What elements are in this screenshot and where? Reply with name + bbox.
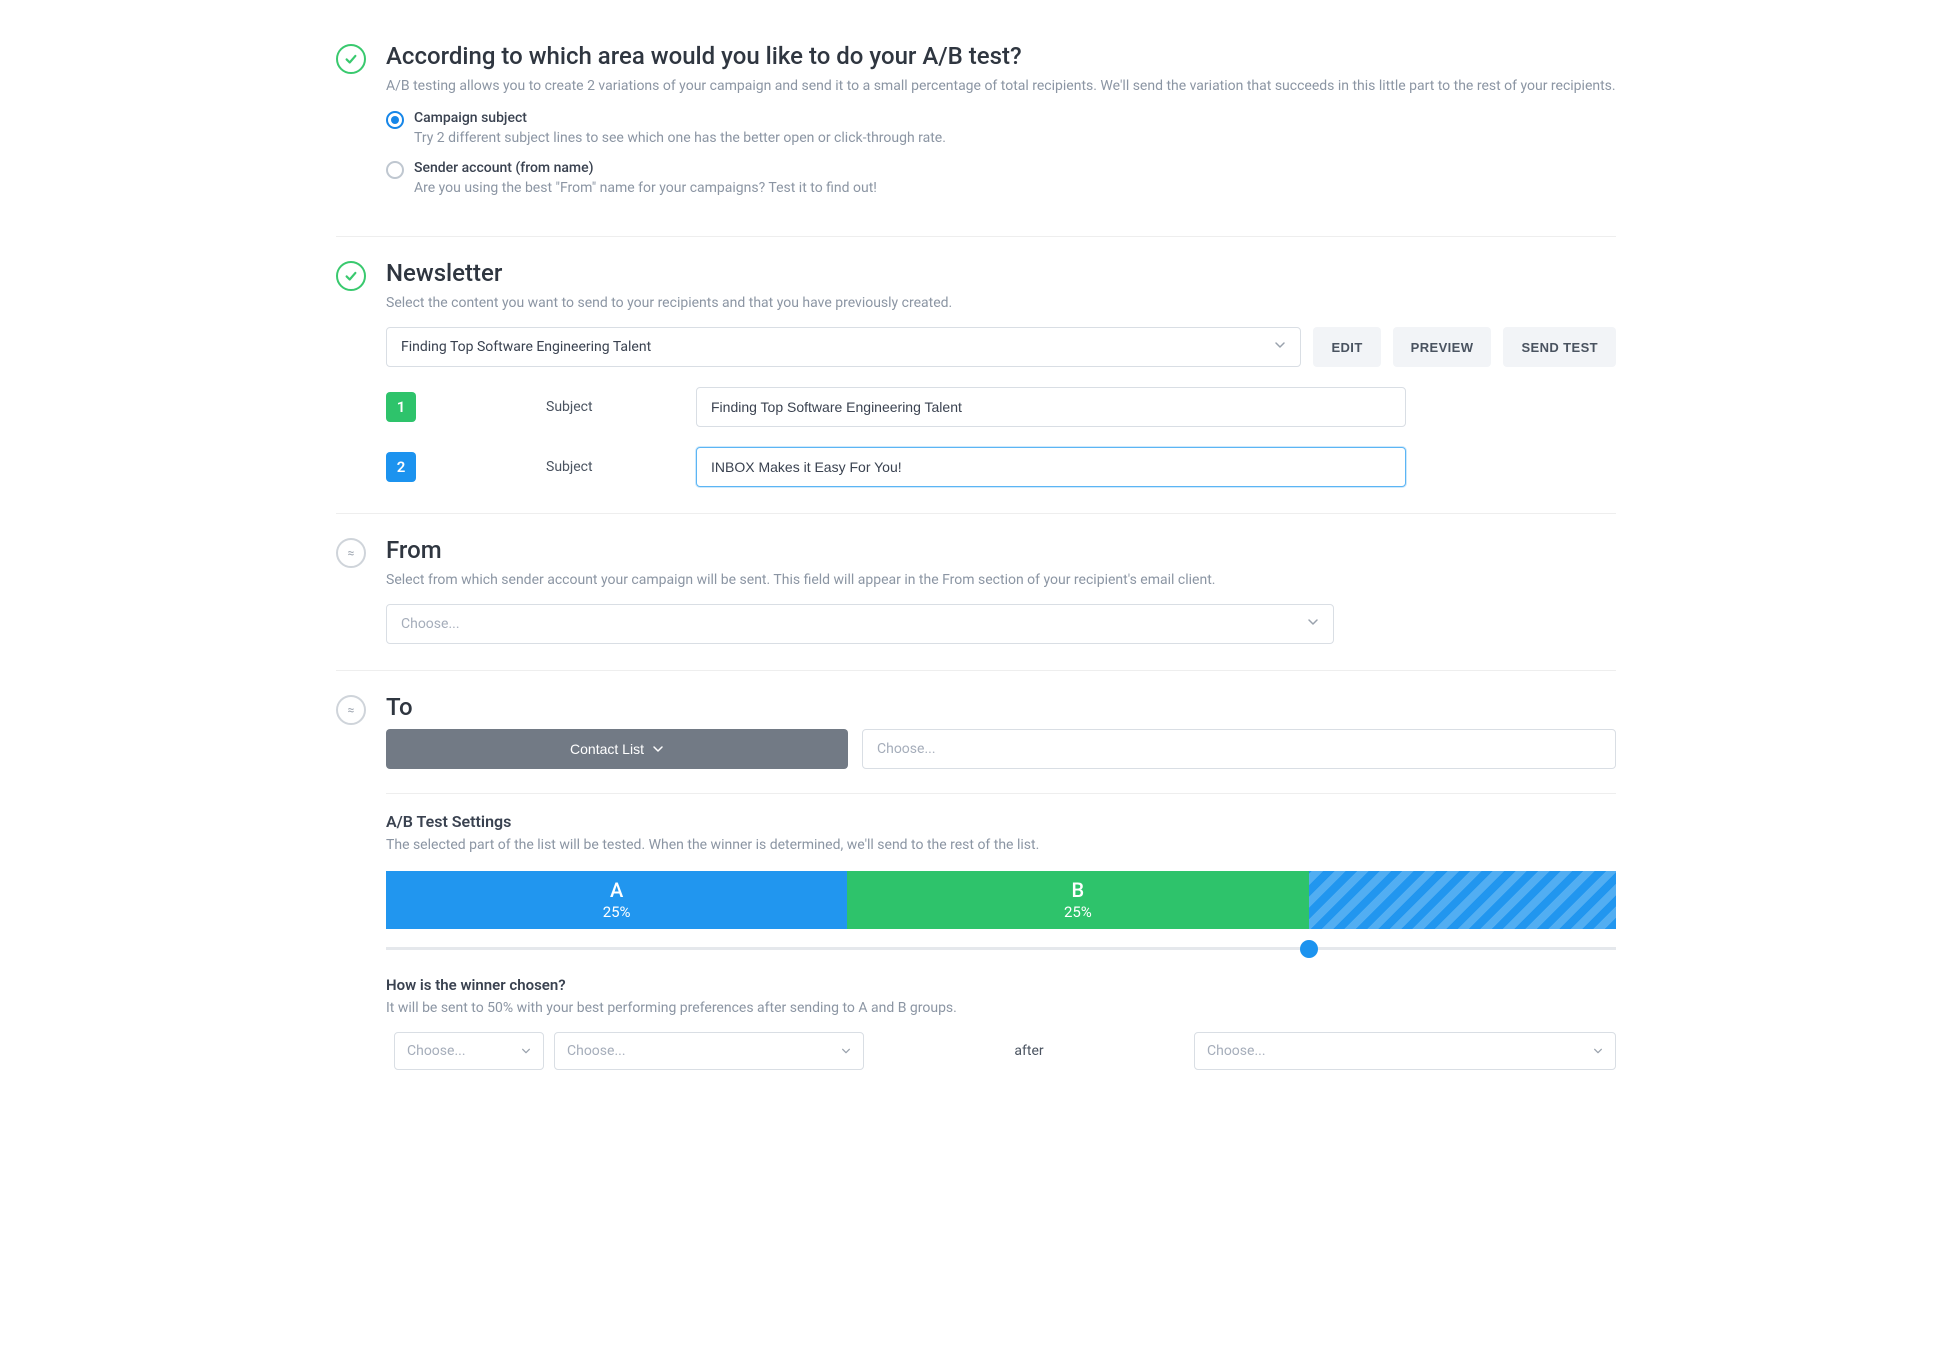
- section-from: ≈ From Select from which sender account …: [336, 514, 1616, 671]
- pending-icon: ≈: [336, 695, 366, 725]
- step-status-icon: ≈: [336, 693, 386, 725]
- preview-button[interactable]: PREVIEW: [1393, 327, 1492, 367]
- ab-settings-heading: A/B Test Settings: [386, 812, 1616, 831]
- chevron-down-icon: [1307, 616, 1319, 632]
- ab-segment-rest: [1309, 871, 1617, 929]
- contact-list-button[interactable]: Contact List: [386, 729, 848, 769]
- radio-campaign-subject[interactable]: Campaign subject Try 2 different subject…: [386, 110, 1616, 146]
- subject-label: Subject: [546, 459, 696, 475]
- radio-dot-icon: [386, 111, 404, 129]
- ab-test-split-bar: A 25% B 25%: [386, 871, 1616, 929]
- step-status-icon: ≈: [336, 536, 386, 568]
- template-select[interactable]: Finding Top Software Engineering Talent: [386, 327, 1301, 367]
- chevron-down-icon: [521, 1046, 531, 1056]
- subject-label: Subject: [546, 399, 696, 415]
- section-subtitle: Select from which sender account your ca…: [386, 572, 1616, 588]
- winner-sub: It will be sent to 50% with your best pe…: [386, 1000, 1616, 1016]
- segment-label: B: [1072, 880, 1085, 900]
- segment-percent: 25%: [1064, 903, 1092, 921]
- section-subtitle: A/B testing allows you to create 2 varia…: [386, 78, 1616, 94]
- section-title: From: [386, 536, 1616, 564]
- subject-row-2: 2 Subject: [386, 447, 1616, 487]
- ab-segment-b: B 25%: [847, 871, 1308, 929]
- ab-slider-thumb[interactable]: [1300, 940, 1318, 958]
- to-list-placeholder: Choose...: [877, 741, 936, 757]
- subject-row-1: 1 Subject: [386, 387, 1616, 427]
- step-status-icon: [336, 259, 386, 291]
- winner-metric-select-2[interactable]: Choose...: [554, 1032, 864, 1070]
- chevron-down-icon: [652, 743, 664, 755]
- from-sender-select[interactable]: Choose...: [386, 604, 1334, 644]
- radio-desc: Are you using the best "From" name for y…: [414, 180, 877, 196]
- from-sender-placeholder: Choose...: [401, 616, 460, 632]
- segment-label: A: [610, 880, 623, 900]
- contact-list-label: Contact List: [570, 741, 644, 757]
- subject-input-2[interactable]: [696, 447, 1406, 487]
- ab-segment-a: A 25%: [386, 871, 847, 929]
- chevron-down-icon: [841, 1046, 851, 1056]
- radio-dot-icon: [386, 161, 404, 179]
- select-placeholder: Choose...: [407, 1043, 466, 1059]
- variant-badge: 1: [386, 392, 416, 422]
- send-test-button[interactable]: SEND TEST: [1503, 327, 1616, 367]
- after-label: after: [874, 1043, 1184, 1059]
- subject-input-1[interactable]: [696, 387, 1406, 427]
- pending-icon: ≈: [336, 538, 366, 568]
- winner-heading: How is the winner chosen?: [386, 976, 1616, 994]
- section-to: ≈ To Contact List Choose... A/B Test Set…: [336, 671, 1616, 1096]
- ab-slider-track[interactable]: [386, 947, 1616, 950]
- section-newsletter: Newsletter Select the content you want t…: [336, 237, 1616, 514]
- ab-settings-sub: The selected part of the list will be te…: [386, 837, 1616, 853]
- chevron-down-icon: [1274, 339, 1286, 355]
- radio-desc: Try 2 different subject lines to see whi…: [414, 130, 946, 146]
- template-select-value: Finding Top Software Engineering Talent: [401, 339, 651, 355]
- check-icon: [336, 261, 366, 291]
- section-title: According to which area would you like t…: [386, 42, 1616, 70]
- step-status-icon: [336, 42, 386, 74]
- radio-sender-account[interactable]: Sender account (from name) Are you using…: [386, 160, 1616, 196]
- select-placeholder: Choose...: [1207, 1043, 1266, 1059]
- edit-button[interactable]: EDIT: [1313, 327, 1380, 367]
- winner-metric-select[interactable]: Choose...: [394, 1032, 544, 1070]
- variant-badge: 2: [386, 452, 416, 482]
- radio-label: Sender account (from name): [414, 160, 877, 176]
- winner-delay-select[interactable]: Choose...: [1194, 1032, 1616, 1070]
- section-title: To: [386, 693, 1616, 721]
- segment-percent: 25%: [603, 903, 631, 921]
- section-title: Newsletter: [386, 259, 1616, 287]
- section-ab-area: According to which area would you like t…: [336, 20, 1616, 237]
- divider: [386, 793, 1616, 794]
- section-subtitle: Select the content you want to send to y…: [386, 295, 1616, 311]
- select-placeholder: Choose...: [567, 1043, 626, 1059]
- to-list-select[interactable]: Choose...: [862, 729, 1616, 769]
- radio-label: Campaign subject: [414, 110, 946, 126]
- check-icon: [336, 44, 366, 74]
- chevron-down-icon: [1593, 1046, 1603, 1056]
